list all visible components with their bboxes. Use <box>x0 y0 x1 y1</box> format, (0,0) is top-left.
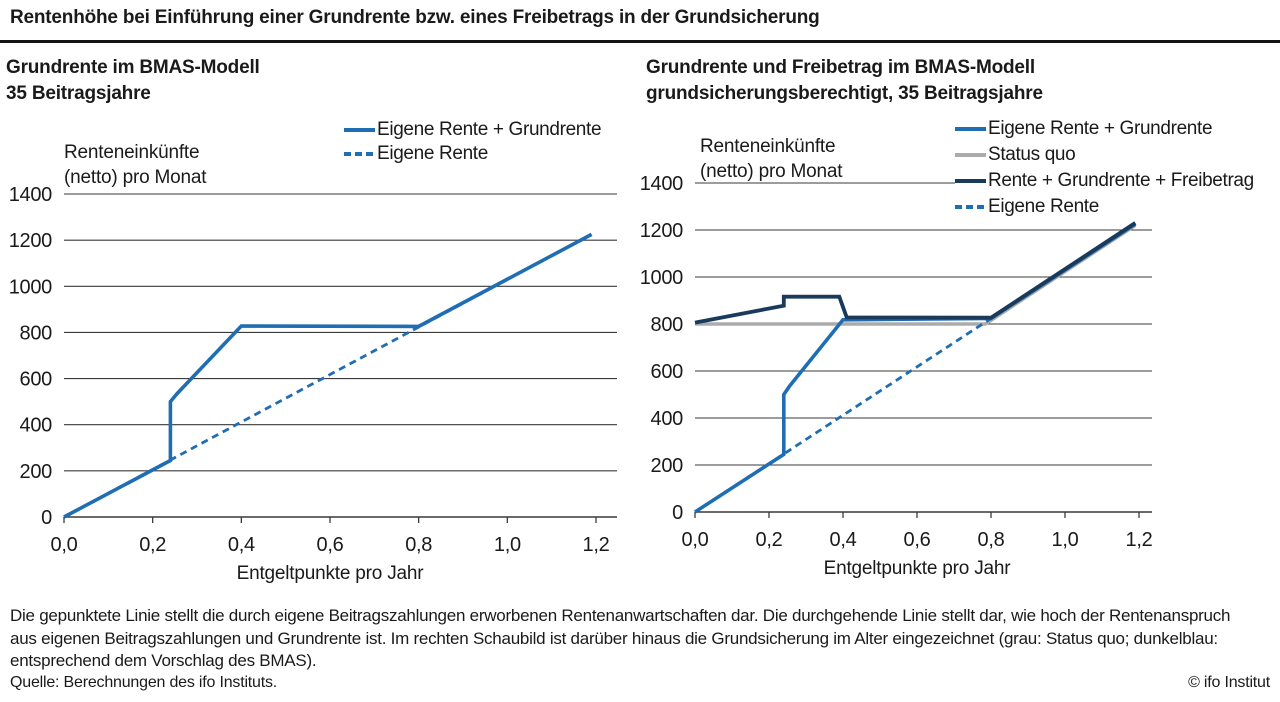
title-divider <box>0 40 1280 43</box>
legend-solid-line-icon <box>344 128 375 132</box>
x-axis-title: Entgeltpunkte pro Jahr <box>237 563 425 584</box>
y-tick-label: 600 <box>651 361 684 383</box>
right-chart-title: Grundrente und Freibetrag im BMAS-Modell <box>646 57 1035 78</box>
right-y-axis-label-line1: Renteneinkünfte <box>700 136 836 157</box>
right-y-axis-label: Renteneinkünfte (netto) pro Monat <box>700 134 843 184</box>
figure-note: Die gepunktete Linie stellt die durch ei… <box>10 606 1231 670</box>
legend-label: Rente + Grundrente + Freibetrag <box>988 170 1254 191</box>
legend-item: Rente + Grundrente + Freibetrag <box>955 168 1254 194</box>
legend-label: Eigene Rente <box>377 143 488 164</box>
legend-label: Status quo <box>988 144 1076 165</box>
y-tick-label: 800 <box>20 322 53 344</box>
y-tick-label: 1200 <box>9 230 52 252</box>
y-tick-label: 0 <box>672 502 683 524</box>
chart-panel-left: Grundrente im BMAS-Modell 35 Beitragsjah… <box>0 0 640 600</box>
x-tick-label: 0,2 <box>139 534 166 556</box>
legend-label: Eigene Rente <box>988 196 1099 217</box>
series-line-eigene-rente-grundrente <box>63 232 593 519</box>
source-label: Quelle: Berechnungen des ifo Instituts. <box>10 674 278 691</box>
left-chart-subtitle: 35 Beitragsjahre <box>6 83 151 104</box>
x-tick-label: 1,2 <box>583 534 610 556</box>
legend-solid-line-icon <box>955 179 986 183</box>
x-tick-label: 0,4 <box>830 529 857 551</box>
right-y-axis-label-line2: (netto) pro Monat <box>700 161 843 182</box>
right-chart-legend: Eigene Rente + Grundrente Status quo Rente… <box>955 116 1254 220</box>
left-chart-title-block: Grundrente im BMAS-Modell 35 Beitragsjah… <box>6 55 260 107</box>
source-row: Quelle: Berechnungen des ifo Instituts. … <box>10 674 1270 692</box>
x-tick-label: 0,0 <box>51 534 78 556</box>
x-tick-label: 1,2 <box>1126 529 1153 551</box>
y-tick-label: 1000 <box>9 276 52 298</box>
x-tick-label: 0,6 <box>317 534 344 556</box>
right-chart-subtitle: grundsicherungsberechtigt, 35 Beitragsja… <box>646 83 1043 104</box>
copyright-label: © ifo Institut <box>1188 674 1270 691</box>
x-tick-label: 0,4 <box>228 534 255 556</box>
legend-solid-line-icon <box>955 153 986 157</box>
series-line-rente-grundrente-freibetrag <box>694 221 1137 325</box>
x-axis-title: Entgeltpunkte pro Jahr <box>824 558 1012 579</box>
x-tick-label: 0,8 <box>978 529 1005 551</box>
y-tick-label: 200 <box>651 455 684 477</box>
legend-item: Eigene Rente + Grundrente <box>344 118 602 142</box>
right-chart-title-block: Grundrente und Freibetrag im BMAS-Modell… <box>646 55 1043 107</box>
left-y-axis-label-line2: (netto) pro Monat <box>64 167 207 188</box>
y-tick-label: 200 <box>20 461 53 483</box>
x-tick-label: 1,0 <box>494 534 521 556</box>
y-tick-label: 1200 <box>640 220 683 242</box>
legend-item: Eigene Rente <box>955 194 1254 220</box>
legend-item: Eigene Rente <box>344 142 601 166</box>
y-tick-label: 600 <box>20 369 53 391</box>
y-tick-label: 400 <box>651 408 684 430</box>
left-y-axis-label-line1: Renteneinkünfte <box>64 142 200 163</box>
left-chart-canvas: 0 200 400 600 800 1000 1200 1400 0,0 0,2 0,4 0,6 0,8… <box>9 184 617 584</box>
page-title: Rentenhöhe bei Einführung einer Grundren… <box>10 7 820 28</box>
x-tick-label: 0,8 <box>405 534 432 556</box>
x-tick-label: 1,0 <box>1052 529 1079 551</box>
left-chart-legend: Eigene Rente + Grundrente Eigene Rente <box>344 118 602 166</box>
legend-label: Eigene Rente + Grundrente <box>988 118 1213 139</box>
legend-dashed-line-icon <box>344 152 375 156</box>
left-chart-title: Grundrente im BMAS-Modell <box>6 57 260 78</box>
left-y-axis-label: Renteneinkünfte (netto) pro Monat <box>64 140 207 190</box>
y-tick-label: 1400 <box>640 173 683 195</box>
x-tick-label: 0,6 <box>904 529 931 551</box>
y-tick-label: 800 <box>651 314 684 336</box>
right-chart-canvas: 0 200 400 600 800 1000 1200 1400 0,0 0,2 0,4 0,6 0,8… <box>640 173 1153 579</box>
legend-solid-line-icon <box>955 127 986 131</box>
y-tick-label: 400 <box>20 415 53 437</box>
x-tick-label: 0,0 <box>682 529 709 551</box>
y-tick-label: 0 <box>41 507 52 529</box>
legend-item: Status quo <box>955 142 1254 168</box>
legend-item: Eigene Rente + Grundrente <box>955 116 1254 142</box>
legend-dashed-line-icon <box>955 205 986 209</box>
x-tick-label: 0,2 <box>756 529 783 551</box>
y-tick-label: 1400 <box>9 184 52 206</box>
y-tick-label: 1000 <box>640 267 683 289</box>
chart-panel-right: Grundrente und Freibetrag im BMAS-Modell… <box>640 0 1280 600</box>
legend-label: Eigene Rente + Grundrente <box>377 119 602 140</box>
